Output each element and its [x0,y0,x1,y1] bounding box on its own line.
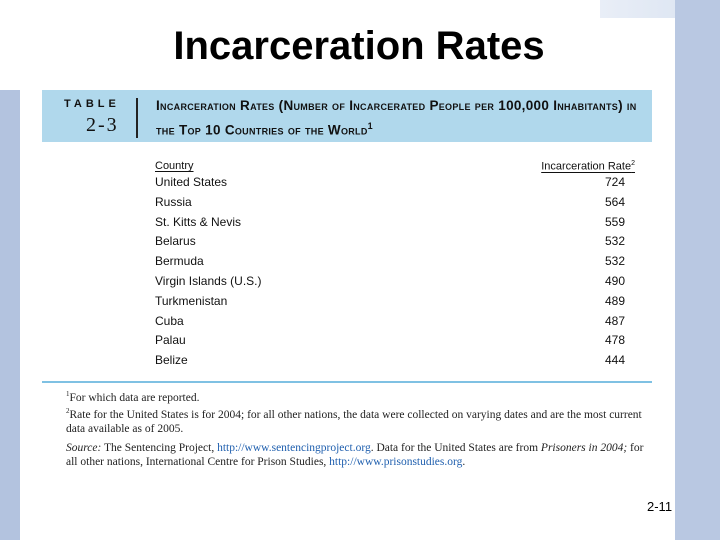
row-country: Turkmenistan [155,293,228,308]
footnote-1-text: For which data are reported. [69,391,200,404]
row-country: Russia [155,194,192,209]
column-header-rate-text: Incarceration Rate [541,160,632,173]
header-divider [136,98,138,138]
rate-footnote-mark: 2 [631,160,635,167]
row-country: Cuba [155,313,184,328]
table-row: Virgin Islands (U.S.) 490 [155,272,635,292]
footnote-2-text: Rate for the United States is for 2004; … [66,409,642,435]
row-rate: 490 [604,273,625,288]
table-row: Cuba 487 [155,312,635,332]
decorative-left-panel [20,90,42,490]
footnote-2-mark: 2 [66,407,70,416]
row-country: Belize [155,353,188,368]
caption-footnote-mark: 1 [367,121,373,131]
footnote-1-mark: 1 [66,390,70,398]
row-country: Palau [155,333,186,348]
row-rate: 532 [604,254,625,269]
table-figure: TABLE 2-3 Incarceration Rates (Number of… [42,90,652,488]
row-rate: 478 [604,333,625,348]
table-tag: TABLE [64,98,120,110]
source-end: . [462,455,466,468]
page-number: 2-11 [647,499,673,514]
table-caption: Incarceration Rates (Number of Incarcera… [156,96,646,141]
footnote-2: 2Rate for the United States is for 2004;… [66,405,646,436]
table-row: Belarus 532 [155,232,635,252]
slide-title-text: Incarceration Rates [173,24,545,68]
column-header-country: Country [155,160,194,172]
table-bottom-rule [42,381,652,383]
source-text-1: The Sentencing Project, [104,442,215,455]
column-headers: Country Incarceration Rate2 [155,160,635,174]
row-rate: 444 [604,353,625,368]
table-header-band: TABLE 2-3 Incarceration Rates (Number of… [42,90,652,142]
source-link-sentencing-project[interactable]: http://www.sentencingproject.org [217,442,371,455]
source-note: Source: The Sentencing Project, http://w… [66,442,646,469]
table-row: United States 724 [155,173,635,193]
row-country: St. Kitts & Nevis [155,214,242,229]
column-header-rate: Incarceration Rate2 [541,160,635,173]
slide-title: Incarceration Rates [0,20,720,72]
source-link-prison-studies[interactable]: http://www.prisonstudies.org [329,455,463,468]
table-rows: United States 724 Russia 564 St. Kitts & N… [155,173,635,371]
source-label: Source: [66,442,102,455]
table-notes: 1For which data are reported. 2Rate for … [66,388,646,469]
row-country: Belarus [155,234,196,249]
table-row: Russia 564 [155,193,635,213]
source-text-3: for all other nations, International Cen… [66,442,644,468]
table-row: Belize 444 [155,351,635,371]
row-country: Virgin Islands (U.S.) [155,273,262,288]
table-row: Palau 478 [155,331,635,351]
row-rate: 564 [604,194,625,209]
table-number: 2-3 [86,114,119,136]
row-country: Bermuda [155,254,204,269]
row-rate: 559 [604,214,625,229]
table-row: Turkmenistan 489 [155,292,635,312]
source-text-2: . Data for the United States are from [370,442,539,455]
row-rate: 487 [604,313,625,328]
row-country: United States [155,175,228,189]
row-rate: 724 [604,175,625,189]
row-rate: 489 [604,293,625,308]
table-row: Bermuda 532 [155,252,635,272]
table-row: St. Kitts & Nevis 559 [155,213,635,233]
row-rate: 532 [604,234,625,249]
decorative-left-bar [0,90,20,540]
table-caption-text: Incarceration Rates (Number of Incarcera… [156,98,637,138]
footnote-1: 1For which data are reported. [66,388,646,405]
source-title: Prisoners in 2004; [540,442,628,455]
